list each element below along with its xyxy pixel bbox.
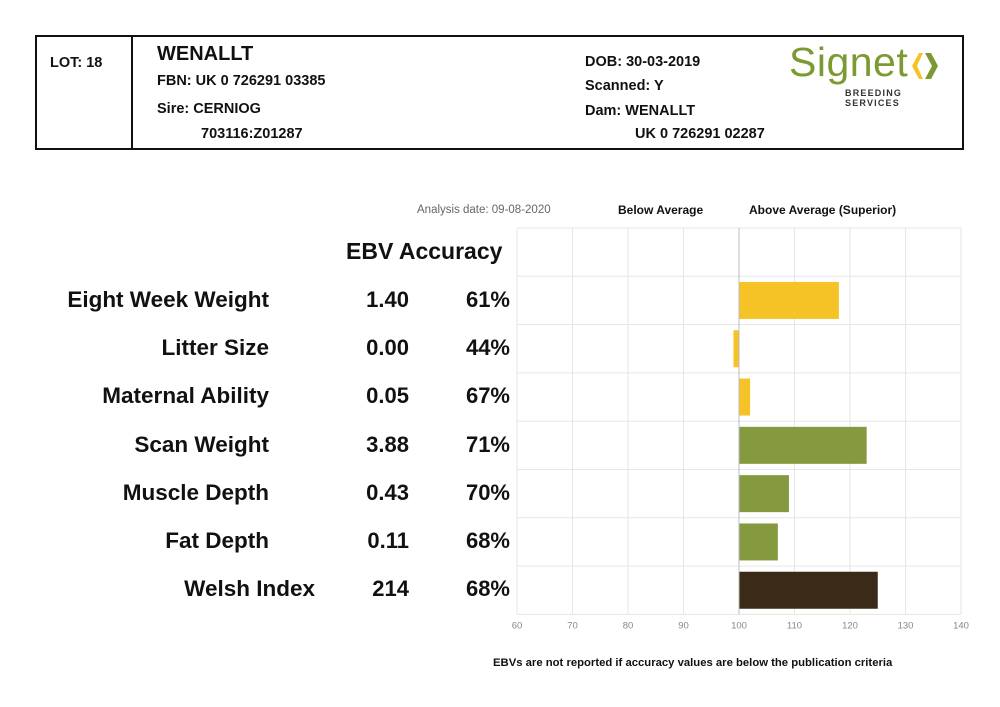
logo-subtext: BREEDING SERVICES [845,88,903,108]
x-tick-label: 70 [567,620,578,631]
bar-fat-depth [739,523,778,561]
lot-number: LOT: 18 [50,55,103,71]
bar-welsh-index [739,571,878,609]
trait-ebv: 0.43 [366,480,409,505]
date-of-birth: DOB: 30-03-2019 [585,54,701,70]
trait-label: Maternal Ability [102,383,269,408]
dam-label: Dam: WENALLT [585,103,696,119]
trait-ebv: 214 [372,576,409,601]
fbn-number: FBN: UK 0 726291 03385 [157,73,326,89]
x-tick-label: 80 [623,620,634,631]
trait-accuracy: 44% [465,335,510,360]
x-tick-label: 130 [898,620,914,631]
trait-label: Scan Weight [134,432,269,457]
dam-id: UK 0 726291 02287 [635,126,765,142]
trait-label: Welsh Index [184,576,315,601]
sire-id: 703116:Z01287 [201,126,303,142]
scanned-status: Scanned: Y [585,78,664,94]
bar-eight-week-weight [739,281,839,319]
signet-logo: Signet BREEDING SERVICES [789,39,959,108]
bar-scan-weight [739,426,867,464]
x-tick-label: 140 [953,620,969,631]
trait-label: Muscle Depth [122,480,269,505]
sire-label: Sire: CERNIOG [157,101,261,117]
animal-header: LOT: 18 WENALLT FBN: UK 0 726291 03385 S… [35,35,964,150]
trait-label: Eight Week Weight [67,287,269,312]
analysis-date: Analysis date: 09-08-2020 [417,204,551,216]
x-tick-label: 60 [512,620,523,631]
animal-name: WENALLT [157,43,254,65]
trait-ebv: 3.88 [366,432,409,457]
ebv-accuracy-heading: EBV Accuracy [346,238,503,264]
signet-chevrons-icon [912,53,938,79]
bar-litter-size [733,330,739,368]
footnote: EBVs are not reported if accuracy values… [493,657,893,669]
logo-text: Signet [789,39,909,85]
x-tick-label: 110 [787,620,802,631]
bar-maternal-ability [739,378,751,416]
below-average-label: Below Average [618,203,704,217]
trait-accuracy: 68% [465,576,510,601]
trait-ebv: 0.11 [367,528,409,553]
trait-ebv: 0.00 [366,335,409,360]
trait-ebv: 1.40 [366,287,409,312]
trait-accuracy: 68% [465,528,510,553]
trait-label: Litter Size [161,335,269,360]
trait-accuracy: 70% [465,480,510,505]
trait-label: Fat Depth [165,528,269,553]
bar-muscle-depth [739,475,789,513]
lot-cell: LOT: 18 [37,37,133,148]
x-tick-label: 100 [731,620,747,631]
trait-accuracy: 71% [465,432,510,457]
x-tick-label: 90 [678,620,689,631]
trait-accuracy: 67% [465,383,510,408]
above-average-label: Above Average (Superior) [749,203,897,217]
trait-accuracy: 61% [465,287,510,312]
x-tick-label: 120 [842,620,858,631]
trait-ebv: 0.05 [366,383,409,408]
